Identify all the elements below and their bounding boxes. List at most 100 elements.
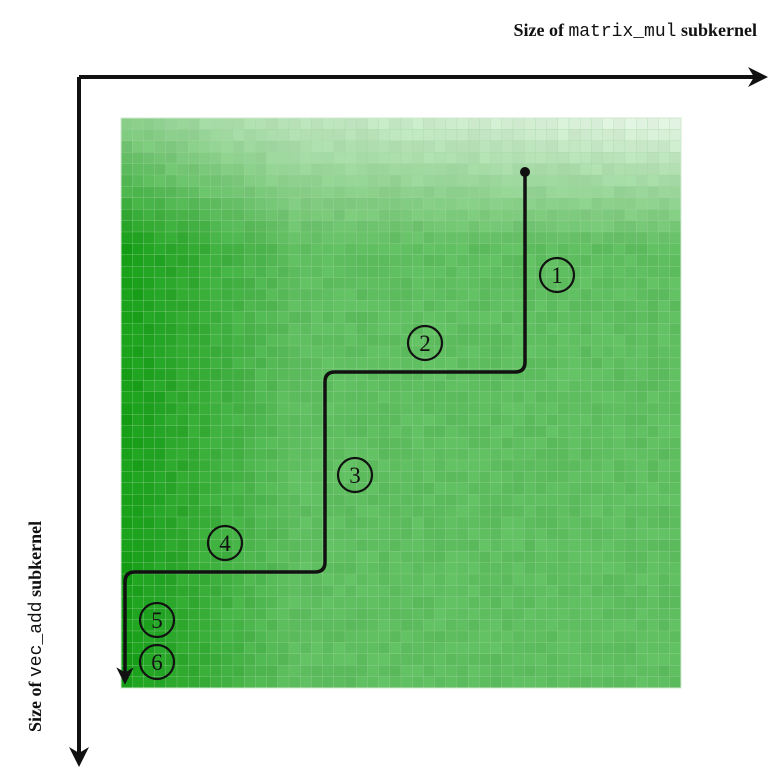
heatmap-cell [535,140,547,153]
heatmap-cell [624,402,637,415]
heatmap-cell [131,630,144,643]
heatmap-cell [165,653,178,666]
heatmap-cell [143,266,155,278]
heatmap-cell [356,220,368,233]
heatmap-cell [187,528,200,541]
heatmap-cell [524,676,536,689]
heatmap-cell [624,482,637,495]
heatmap-cell [456,380,469,392]
heatmap-cell [512,505,525,518]
heatmap-cell [288,459,301,472]
heatmap-cell [243,494,256,506]
heatmap-cell [636,345,648,358]
heatmap-cell [591,163,603,176]
heatmap-cell [423,174,435,187]
heatmap-cell [512,208,525,221]
heatmap-cell [187,653,200,666]
heatmap-cell [591,551,603,563]
heatmap-cell [176,243,189,256]
traversal-path [116,172,527,685]
heatmap-cell [445,186,458,199]
heatmap-cell [445,505,458,518]
heatmap-cell [479,129,491,142]
heatmap-cell [131,676,144,689]
heatmap-cell [512,174,525,187]
heatmap-cell [613,208,626,221]
heatmap-cell [389,151,402,164]
step-number: 2 [419,331,431,356]
heatmap-cell [647,516,659,529]
heatmap-cell [658,539,671,552]
heatmap-cell [199,266,211,278]
heatmap-cell [613,482,626,495]
heatmap-cell [613,140,626,153]
heatmap-cell [524,425,536,438]
heatmap-cell [535,186,547,199]
heatmap-cell [120,345,133,358]
heatmap-cell [165,471,178,484]
heatmap-cell [277,528,290,541]
heatmap-cell [400,277,413,290]
heatmap-cell [490,573,503,586]
heatmap-cell [378,619,391,632]
heatmap-cell [243,334,256,347]
heatmap-cell [423,437,435,449]
heatmap-cell [367,357,379,370]
heatmap-cell [423,288,435,301]
heatmap-cell [165,482,178,495]
heatmap-cell [266,254,279,267]
heatmap-cell [658,391,671,404]
heatmap-cell [311,323,323,335]
heatmap-cell [568,288,581,301]
heatmap-cell [501,197,514,210]
heatmap-cell [277,585,290,598]
heatmap-cell [658,528,671,541]
heatmap-cell [468,174,480,187]
heatmap-cell [243,140,256,153]
heatmap-cell [300,208,312,221]
heatmap-cell [154,505,167,518]
heatmap-cell [456,357,469,370]
heatmap-cell [636,197,648,210]
heatmap-cell [266,345,279,358]
heatmap-cell [557,528,570,541]
heatmap-cell [445,151,458,164]
heatmap-cell [378,391,391,404]
heatmap-cell [243,630,256,643]
heatmap-cell [311,311,323,324]
heatmap-cell [591,425,603,438]
heatmap-cell [143,516,155,529]
heatmap-cell [501,208,514,221]
heatmap-cell [636,425,648,438]
heatmap-cell [356,117,368,130]
heatmap-cell [367,562,379,575]
heatmap-cell [255,288,267,301]
heatmap-cell [636,539,648,552]
heatmap-cell [243,231,256,244]
heatmap-cell [356,288,368,301]
heatmap-cell [300,197,312,210]
heatmap-cell [255,425,267,438]
heatmap-cell [647,151,659,164]
heatmap-cell [580,311,592,324]
heatmap-cell [232,414,245,427]
heatmap-cell [512,197,525,210]
heatmap-cell [456,129,469,142]
heatmap-cell [434,425,447,438]
heatmap-cell [434,653,447,666]
heatmap-cell [658,117,671,130]
heatmap-cell [356,676,368,689]
heatmap-cell [311,288,323,301]
heatmap-cell [378,186,391,199]
heatmap-cell [624,585,637,598]
heatmap-cell [187,129,200,142]
heatmap-cell [356,300,368,313]
heatmap-cell [356,174,368,187]
heatmap-cell [479,117,491,130]
heatmap-cell [378,323,391,335]
heatmap-cell [557,676,570,689]
x-axis-title-prefix: Size of [513,20,569,40]
heatmap-cell [613,357,626,370]
heatmap-cell [412,414,424,427]
heatmap-cell [412,494,424,506]
